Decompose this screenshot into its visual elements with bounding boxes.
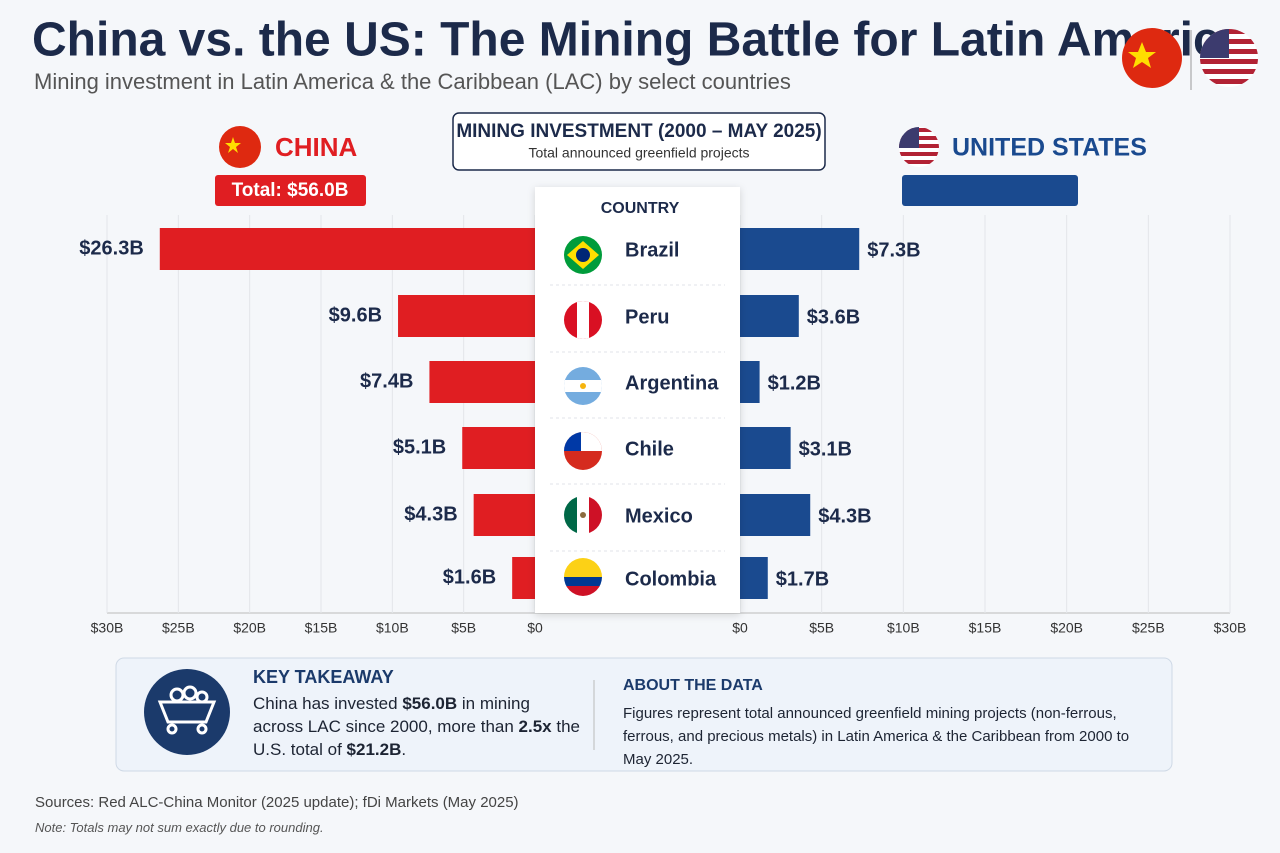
china-bar [473, 494, 535, 536]
takeaway-body: China has invested $56.0B in mining acro… [253, 692, 583, 761]
us-bar [740, 361, 760, 403]
china-bar [429, 361, 535, 403]
china-value-label: $5.1B [393, 436, 446, 458]
us-bar [740, 295, 799, 337]
china-flag-large [1122, 28, 1182, 88]
x-tick-label: $15B [969, 620, 1002, 636]
x-tick-label: $20B [233, 620, 266, 636]
x-tick-label: $15B [305, 620, 338, 636]
us-bar [740, 228, 860, 270]
category-label: Chile [625, 438, 674, 460]
us-value-label: $1.7B [776, 568, 829, 590]
china-value-label: $7.4B [360, 370, 413, 392]
china-value-label: $9.6B [329, 304, 382, 326]
china-bar [462, 427, 535, 469]
cart-icon [157, 685, 217, 735]
chart-subheader: Total announced greenfield projects [528, 145, 749, 161]
us-value-label: $1.2B [768, 372, 821, 394]
us-bar [740, 427, 791, 469]
china-total-box [215, 175, 366, 206]
us-value-label: $3.1B [799, 438, 852, 460]
takeaway-box [115, 657, 1173, 772]
us-bar [740, 557, 768, 599]
category-label: Peru [625, 306, 669, 328]
x-tick-label: $10B [887, 620, 920, 636]
category-label: Argentina [625, 372, 719, 394]
takeaway-text: . [401, 740, 407, 759]
x-tick-label: $25B [162, 620, 195, 636]
us-total-box [902, 175, 1078, 206]
us-value-label: $3.6B [807, 306, 860, 328]
china-value-label: $26.3B [79, 237, 144, 259]
x-tick-label: $5B [451, 620, 476, 636]
china-flag [219, 126, 261, 168]
takeaway-text: the U.S. total of [253, 717, 580, 759]
country-flags [564, 236, 602, 596]
category-label: Colombia [625, 568, 717, 590]
cart-icon-bg [144, 669, 230, 755]
about-body: Figures represent total announced greenf… [623, 705, 1130, 768]
takeaway-text: China has invested [253, 694, 403, 713]
china-bar [512, 557, 535, 599]
sources: Sources: Red ALC-China Monitor (2025 upd… [35, 794, 519, 811]
us-flag [899, 127, 939, 167]
china-label: CHINA [275, 132, 358, 162]
china-bar [159, 228, 535, 270]
x-tick-label: $0 [527, 620, 543, 636]
header-box [452, 112, 826, 171]
takeaway-title: KEY TAKEAWAY [253, 667, 394, 687]
chart-header: MINING INVESTMENT (2000 – MAY 2025) [456, 121, 821, 142]
takeaway-text: $21.2B [346, 740, 402, 759]
us-value-label: $4.3B [818, 505, 871, 527]
us-flag-large [1200, 29, 1258, 87]
title: China vs. the US: The Mining Battle for … [32, 14, 1247, 67]
x-tick-label: $0 [732, 620, 748, 636]
x-tick-label: $20B [1050, 620, 1083, 636]
note: Note: Totals may not sum exactly due to … [35, 820, 324, 835]
x-tick-label: $25B [1132, 620, 1165, 636]
x-tick-label: $30B [1214, 620, 1247, 636]
us-label: UNITED STATES [952, 134, 1147, 162]
takeaway-text: $56.0B [402, 694, 458, 713]
category-label: COUNTRY [601, 200, 680, 217]
us-bar [740, 494, 811, 536]
x-tick-label: $10B [376, 620, 409, 636]
subtitle: Mining investment in Latin America & the… [34, 69, 791, 94]
china-value-label: $1.6B [443, 566, 496, 588]
x-tick-label: $5B [809, 620, 834, 636]
takeaway-text: 2.5x [518, 717, 552, 736]
category-label: Brazil [625, 239, 679, 261]
china-value-label: $4.3B [404, 503, 457, 525]
us-value-label: $7.3B [867, 239, 920, 261]
x-tick-label: $30B [91, 620, 124, 636]
china-total: Total: $56.0B [232, 180, 349, 201]
category-label: Mexico [625, 505, 693, 527]
china-bar [398, 295, 535, 337]
about-title: ABOUT THE DATA [623, 677, 763, 694]
takeaway-text: in mining across LAC since 2000, more th… [253, 694, 530, 736]
